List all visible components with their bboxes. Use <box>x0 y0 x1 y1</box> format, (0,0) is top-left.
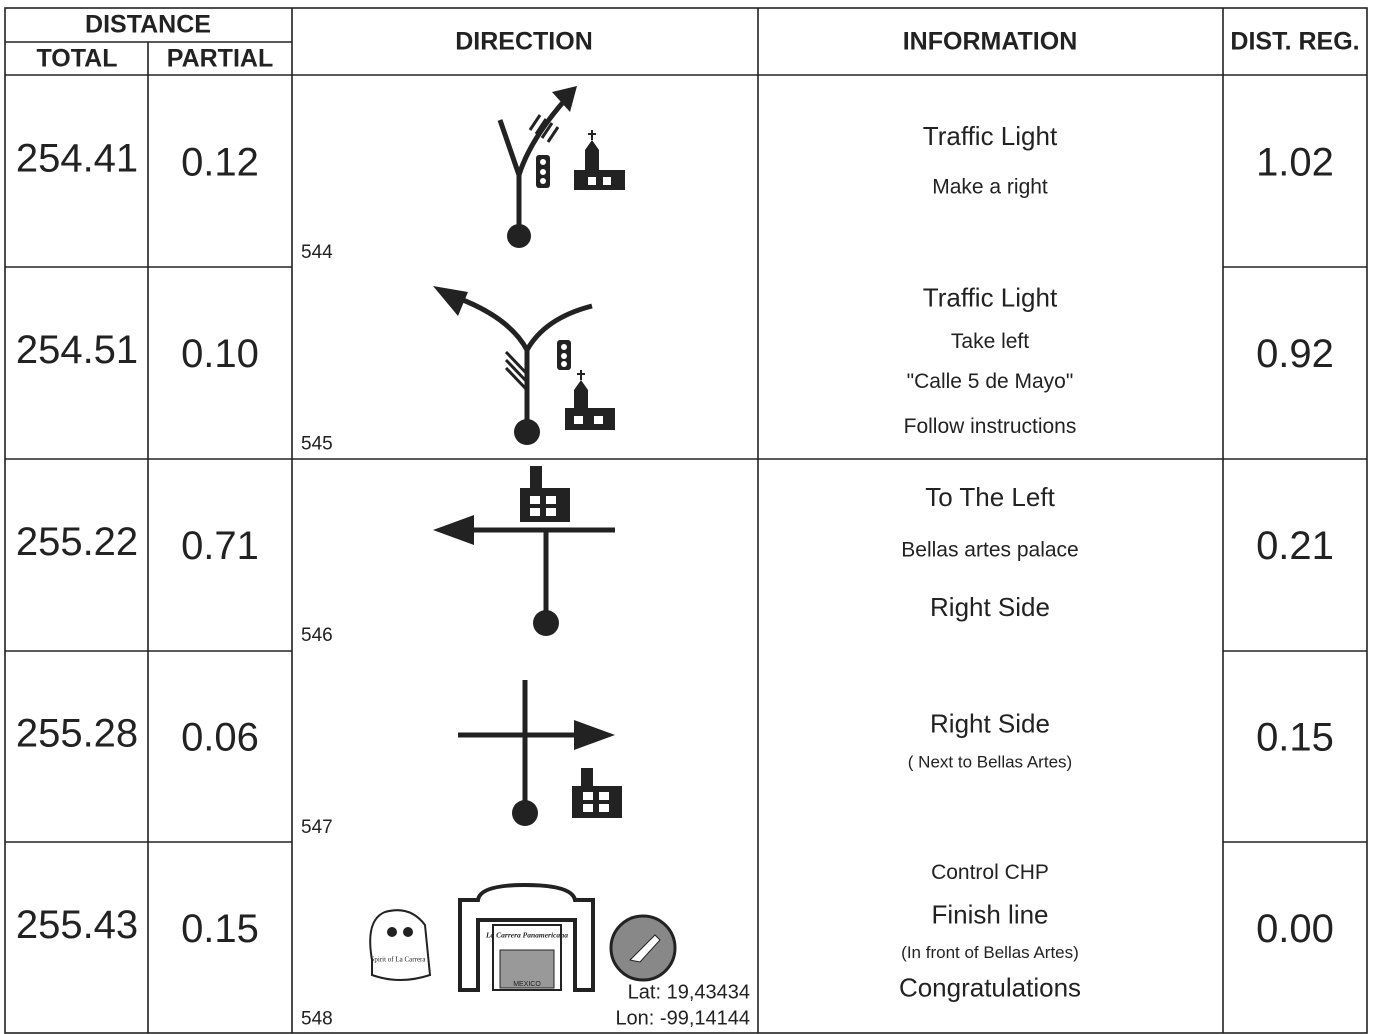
step-number: 547 <box>301 817 333 838</box>
info-line: Follow instructions <box>904 415 1077 438</box>
partial-distance: 0.06 <box>181 715 259 759</box>
logo-country: MEXICO <box>513 981 541 988</box>
direction-icon <box>497 86 625 248</box>
header-information: INFORMATION <box>903 28 1078 56</box>
dist-reg: 0.21 <box>1256 524 1334 568</box>
logo-title: La Carrera Panamericana <box>485 931 568 940</box>
header-partial: PARTIAL <box>167 45 273 73</box>
total-distance: 254.51 <box>16 328 138 372</box>
partial-distance: 0.12 <box>181 141 259 185</box>
header-total: TOTAL <box>36 45 117 73</box>
longitude: Lon: -99,14144 <box>615 1007 750 1029</box>
step-number: 545 <box>301 434 333 455</box>
mascot-text: Spirit of La Carrera <box>370 956 426 964</box>
step-number: 546 <box>301 625 333 646</box>
dist-reg: 0.00 <box>1256 907 1334 951</box>
partial-distance: 0.10 <box>181 332 259 376</box>
info-line: ( Next to Bellas Artes) <box>908 752 1072 771</box>
direction-icon <box>433 286 615 445</box>
info-line: "Calle 5 de Mayo" <box>907 370 1074 393</box>
header-distance: DISTANCE <box>85 11 211 39</box>
info-line: Congratulations <box>899 972 1081 1002</box>
header-direction: DIRECTION <box>455 28 593 56</box>
dist-reg: 1.02 <box>1256 141 1334 185</box>
info-line: To The Left <box>925 482 1055 512</box>
dist-reg: 0.92 <box>1256 332 1334 376</box>
info-line: Right Side <box>930 592 1050 622</box>
info-line: Control CHP <box>931 861 1049 884</box>
total-distance: 255.43 <box>16 903 138 947</box>
info-line: (In front of Bellas Artes) <box>901 943 1079 962</box>
info-line: Traffic Light <box>923 282 1058 312</box>
info-line: Right Side <box>930 709 1050 739</box>
info-line: Make a right <box>932 176 1048 199</box>
header-dist-reg: DIST. REG. <box>1230 28 1359 56</box>
total-distance: 255.28 <box>16 711 138 755</box>
info-line: Bellas artes palace <box>901 539 1078 562</box>
finish-logos <box>369 882 677 992</box>
direction-icon <box>433 466 615 636</box>
info-line: Finish line <box>931 899 1048 929</box>
dist-reg: 0.15 <box>1256 715 1334 759</box>
partial-distance: 0.71 <box>181 524 259 568</box>
direction-icon <box>458 680 622 826</box>
step-number: 544 <box>301 242 333 263</box>
latitude: Lat: 19,43434 <box>628 981 750 1003</box>
grid <box>4 7 1368 1034</box>
info-line: Traffic Light <box>923 121 1058 151</box>
header: DISTANCE TOTAL PARTIAL DIRECTION INFORMA… <box>36 11 1359 73</box>
total-distance: 255.22 <box>16 520 138 564</box>
step-number: 548 <box>301 1008 333 1029</box>
total-distance: 254.41 <box>16 137 138 181</box>
info-line: Take left <box>951 330 1029 353</box>
partial-distance: 0.15 <box>181 907 259 951</box>
